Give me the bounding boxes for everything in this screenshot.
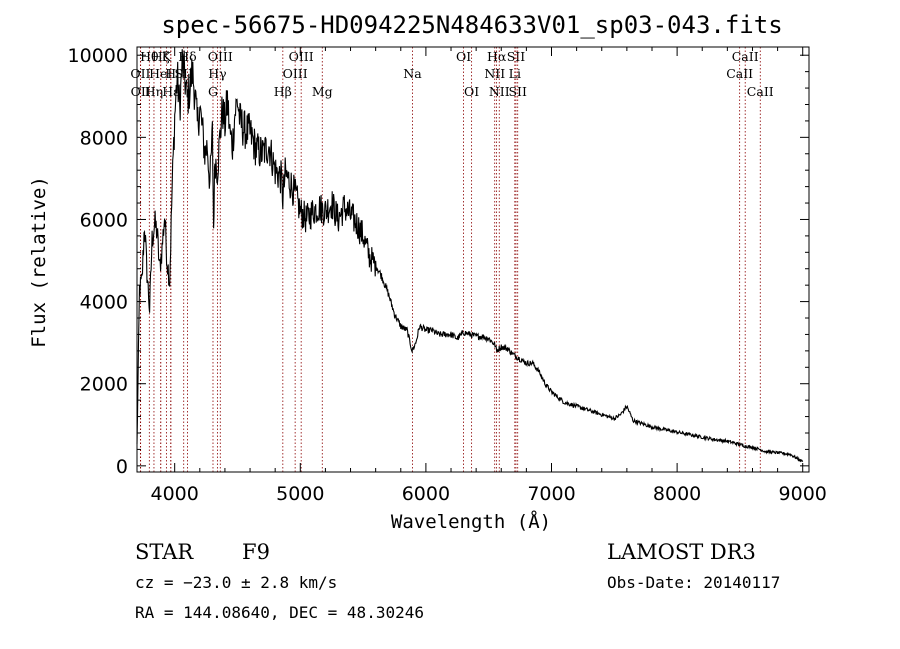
object-subclass: F9 (242, 540, 270, 564)
marker-label-3: K (162, 49, 172, 64)
x-tick-label-0: 4000 (151, 483, 199, 505)
marker-label-18: Na (403, 66, 422, 81)
coordinates: RA = 144.08640, DEC = 48.30246 (135, 603, 424, 622)
plot-frame (136, 46, 810, 473)
y-tick-label-5: 10000 (68, 45, 128, 67)
marker-label-4: HeI (149, 66, 172, 81)
observation-date: Obs-Date: 20140117 (607, 573, 781, 592)
y-axis-label: Flux (relative) (28, 176, 50, 348)
survey-name: LAMOST DR3 (607, 540, 756, 564)
marker-label-23: NII (489, 84, 510, 99)
x-tick-label-2: 6000 (402, 483, 450, 505)
marker-label-6: Hζ (152, 49, 170, 64)
marker-label-2: OII (131, 84, 151, 99)
marker-label-11: OIII (208, 49, 233, 64)
line-markers: Hθ OII OII K HeI Hη Hζ H Hε Hδ SII OIII Hγ G OIII OIII H… (130, 47, 774, 472)
marker-label-1: OII (130, 66, 150, 81)
marker-label-8: Hε (162, 84, 179, 99)
x-tick-label-4: 8000 (653, 483, 701, 505)
x-tick-label-5: 9000 (779, 483, 827, 505)
redshift-value: cz = −23.0 ± 2.8 km/s (135, 573, 338, 592)
marker-label-29: CaII (747, 84, 774, 99)
marker-label-19: OI (456, 49, 471, 64)
marker-label-9: Hδ (178, 49, 196, 64)
axis-ticks: 4000 5000 6000 7000 8000 9000 0 2000 4000 6000 800… (68, 45, 827, 505)
x-tick-label-3: 7000 (527, 483, 575, 505)
marker-label-15: OIII (283, 66, 308, 81)
y-tick-label-0: 0 (116, 456, 128, 478)
marker-label-7: H (165, 66, 176, 81)
marker-label-5: Hη (145, 84, 163, 99)
x-tick-label-1: 5000 (276, 483, 324, 505)
y-tick-label-3: 6000 (80, 209, 128, 231)
marker-label-12: Hγ (208, 66, 226, 81)
marker-label-26: SII (508, 84, 527, 99)
marker-label-22: NII (484, 66, 505, 81)
marker-label-13: G (208, 84, 218, 99)
object-class: STAR (135, 540, 194, 564)
marker-label-24: SII (507, 49, 526, 64)
y-tick-label-2: 4000 (80, 292, 128, 314)
marker-label-25: Li (509, 66, 521, 81)
marker-label-20: OI (464, 84, 479, 99)
marker-label-14: OIII (289, 49, 314, 64)
marker-label-17: Mg (312, 84, 333, 99)
marker-label-28: CaII (726, 66, 753, 81)
chart-title: spec-56675-HD094225N484633V01_sp03-043.f… (161, 11, 782, 39)
marker-label-0: Hθ (140, 49, 158, 64)
x-axis-label: Wavelength (Å) (391, 510, 551, 533)
y-tick-label-1: 2000 (80, 374, 128, 396)
marker-label-21: Hα (487, 49, 507, 64)
marker-label-16: Hβ (274, 84, 292, 99)
y-tick-label-4: 8000 (80, 127, 128, 149)
marker-label-27: CaII (732, 49, 759, 64)
spectrum-line (136, 49, 804, 463)
